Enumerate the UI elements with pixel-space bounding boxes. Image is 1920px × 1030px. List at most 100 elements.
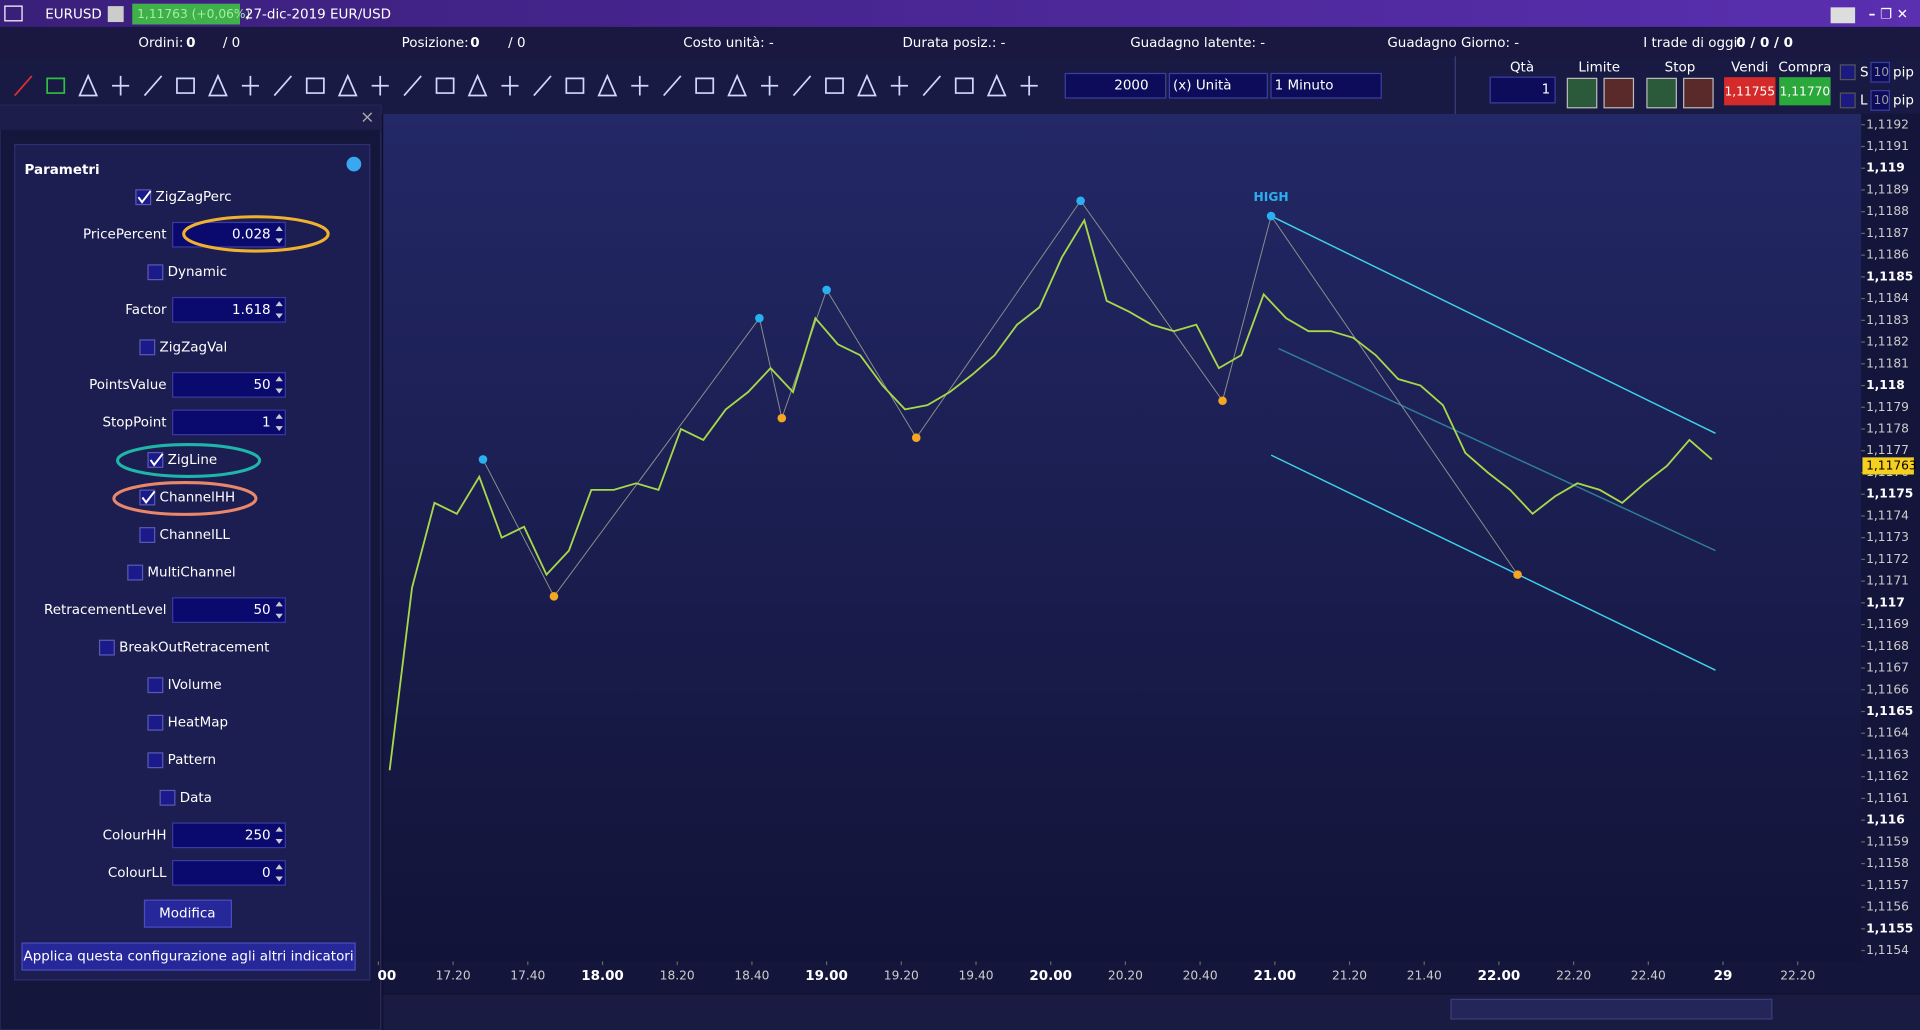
tool-icon[interactable] [890, 75, 908, 96]
param-input[interactable] [172, 597, 286, 623]
l-checkbox[interactable] [1839, 92, 1856, 109]
x-tick-label: 19.20 [884, 969, 919, 983]
tool-icon[interactable] [435, 77, 455, 94]
param-input[interactable] [172, 372, 286, 398]
x-tick-label: 21.40 [1407, 969, 1442, 983]
tool-icon[interactable] [501, 75, 519, 96]
param-input[interactable] [172, 822, 286, 849]
tool-icon[interactable] [403, 75, 422, 97]
info-icon[interactable] [107, 6, 124, 23]
apply-button[interactable] [21, 942, 356, 971]
x-tick-label: 17.20 [436, 969, 471, 983]
tool-icon[interactable] [761, 75, 779, 96]
checkbox[interactable] [159, 789, 176, 806]
tool-icon[interactable] [565, 77, 585, 94]
tool-icon[interactable] [176, 77, 195, 94]
tool-icon[interactable] [825, 77, 844, 94]
symbol[interactable]: EURUSD [45, 7, 102, 23]
stop-sell-button[interactable] [1683, 77, 1714, 109]
param-input[interactable] [172, 860, 286, 886]
tool-icon[interactable] [695, 77, 715, 94]
tool-icon[interactable] [467, 73, 488, 97]
last-price-label: 1,11763 [1866, 458, 1917, 472]
y-tick-label: 1,1154 [1866, 943, 1909, 957]
tool-icon[interactable] [371, 75, 389, 96]
timeframe-select[interactable] [1270, 72, 1382, 99]
tool-icon[interactable] [986, 73, 1007, 97]
close-button[interactable]: × [360, 108, 374, 128]
tool-icon[interactable] [273, 75, 293, 97]
tool-icon[interactable] [1020, 75, 1038, 96]
checkbox[interactable] [147, 451, 164, 468]
y-tick-label: 1,1167 [1866, 661, 1909, 675]
tool-icon[interactable] [337, 73, 358, 97]
qty-input[interactable] [1489, 76, 1556, 104]
tool-icon[interactable] [727, 73, 748, 97]
tool-icon[interactable] [78, 73, 99, 97]
quote-box [132, 3, 240, 25]
unit-select[interactable] [1168, 72, 1268, 99]
tool-icon[interactable] [792, 75, 812, 97]
stop-buy-button[interactable] [1646, 77, 1677, 109]
limit-sell-button[interactable] [1603, 77, 1635, 109]
checkbox[interactable] [135, 189, 152, 206]
s-input[interactable] [1870, 61, 1890, 83]
checkbox[interactable] [147, 752, 164, 769]
x-tick-label: 22.20 [1780, 969, 1815, 983]
spinner[interactable] [275, 413, 283, 431]
channel-line [1270, 215, 1716, 434]
spinner[interactable] [275, 376, 283, 394]
tool-icon[interactable] [46, 77, 66, 94]
s-checkbox[interactable] [1839, 64, 1856, 81]
l-input[interactable] [1870, 90, 1890, 111]
y-tick-label: 1,1163 [1866, 747, 1909, 761]
window-controls[interactable]: – ❐ ✕ [1869, 7, 1908, 23]
checkbox[interactable] [139, 489, 156, 506]
tool-icon[interactable] [631, 75, 649, 96]
param-label: Pattern [168, 752, 216, 768]
tool-icon[interactable] [857, 73, 877, 97]
spinner[interactable] [275, 226, 283, 244]
checkbox[interactable] [147, 264, 164, 281]
tool-icon[interactable] [597, 73, 618, 97]
spinner[interactable] [275, 826, 283, 844]
param-input[interactable] [172, 296, 286, 323]
tool-icon[interactable] [922, 75, 942, 97]
buy-button[interactable] [1779, 77, 1831, 106]
checkbox[interactable] [139, 527, 156, 543]
help-icon[interactable] [346, 156, 362, 172]
limit-buy-button[interactable] [1566, 77, 1598, 109]
latent-gain: Guadagno latente: - [1130, 35, 1265, 51]
y-tick-label: 1,1186 [1866, 248, 1909, 262]
tool-icon[interactable] [533, 75, 552, 97]
param-input[interactable] [172, 409, 286, 436]
y-tick-label: 1,1183 [1866, 313, 1909, 327]
y-tick-label: 1,1159 [1866, 834, 1909, 848]
sell-button[interactable] [1724, 77, 1776, 106]
tool-icon[interactable] [663, 75, 682, 97]
spinner[interactable] [275, 601, 283, 619]
timeframe: 1 Minuto [1275, 78, 1334, 94]
tool-icon[interactable] [208, 73, 228, 97]
tool-icon[interactable] [143, 75, 163, 97]
tool-icon[interactable] [305, 77, 325, 94]
scrollbar[interactable] [1450, 998, 1773, 1020]
amount-input[interactable] [1064, 72, 1167, 99]
checkbox[interactable] [139, 339, 156, 356]
checkbox[interactable] [147, 714, 164, 731]
spinner[interactable] [275, 864, 283, 882]
position-total: / 0 [508, 35, 525, 51]
checkbox[interactable] [127, 564, 144, 581]
tool-icon[interactable] [112, 75, 130, 96]
spinner[interactable] [275, 301, 283, 319]
tool-icon[interactable] [241, 75, 259, 96]
pivot-low [911, 433, 921, 442]
x-tick-label: 21.00 [1254, 968, 1297, 984]
price-line [388, 218, 1713, 771]
checkbox[interactable] [98, 639, 115, 656]
modify-button[interactable] [143, 899, 233, 928]
tool-icon[interactable] [14, 75, 33, 97]
tool-icon[interactable] [954, 77, 974, 94]
checkbox[interactable] [147, 677, 164, 694]
keyboard-icon[interactable] [1830, 7, 1856, 24]
